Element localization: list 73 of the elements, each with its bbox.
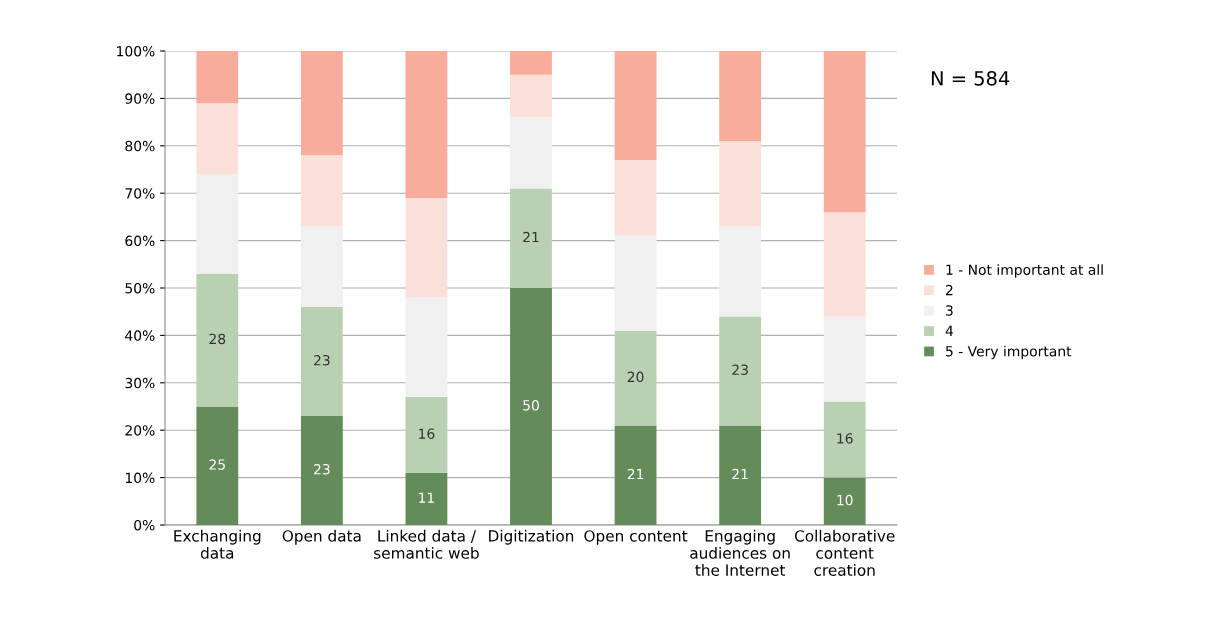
bar — [405, 297, 448, 398]
x-tick-label: Open data — [282, 529, 361, 545]
y-tick-label: 40% — [125, 330, 155, 341]
bar — [300, 51, 343, 156]
data-label: 50 — [523, 400, 539, 411]
bar — [300, 306, 343, 416]
data-label: 21 — [523, 231, 539, 243]
x-tick-label: Collaborative content creation — [794, 529, 895, 576]
y-tick-label: 20% — [125, 425, 155, 436]
bar — [823, 316, 866, 402]
x-tick-label: Exchanging data — [174, 529, 261, 559]
bar — [196, 51, 239, 104]
text: N = 584 — [931, 70, 1010, 86]
y-tick-label: 80% — [125, 140, 155, 152]
data-label: 25 — [209, 459, 225, 470]
bar — [719, 141, 762, 227]
y-tick-label: 10% — [125, 472, 155, 484]
x-tick-label: Open content — [584, 530, 688, 545]
bar — [300, 155, 343, 227]
y-tick-label: 60% — [125, 235, 155, 247]
bar — [300, 415, 343, 525]
bar — [405, 397, 448, 473]
bar — [196, 273, 239, 407]
bar — [823, 401, 866, 478]
data-label: 16 — [419, 428, 435, 439]
y-tick-label: 90% — [125, 93, 155, 104]
data-label: 23 — [314, 354, 330, 366]
bar — [823, 477, 866, 525]
y-tick-label: 100% — [117, 45, 155, 57]
data-label: 16 — [837, 433, 853, 444]
data-label: 11 — [419, 492, 434, 503]
bar — [196, 103, 239, 175]
bar — [510, 288, 552, 525]
data-label: 10 — [837, 494, 853, 506]
bar — [405, 197, 448, 298]
legend-label: 4 — [945, 325, 954, 336]
y-tick-label: 0% — [134, 519, 155, 531]
bar — [510, 74, 552, 118]
bar — [300, 226, 343, 307]
bar — [510, 117, 552, 189]
bar — [196, 406, 239, 525]
bar — [614, 235, 657, 331]
bar — [719, 425, 762, 525]
y-tick-label: 50% — [125, 282, 155, 294]
bar — [823, 212, 866, 317]
bar — [719, 226, 762, 317]
x-tick-label: Linked data / semantic web — [374, 529, 479, 559]
bar — [405, 472, 448, 525]
data-label: 23 — [732, 364, 748, 375]
bar — [719, 51, 762, 142]
data-label: 20 — [627, 371, 644, 383]
bar — [405, 51, 448, 198]
bar — [510, 51, 552, 75]
data-label: 21 — [627, 468, 644, 480]
bar — [614, 51, 657, 161]
legend-label: 3 — [946, 305, 953, 316]
bar — [196, 174, 239, 274]
legend-label: 1 - Not important at all — [946, 264, 1103, 278]
legend-label: 2 — [945, 284, 953, 296]
bar — [719, 316, 762, 426]
bar — [614, 425, 657, 525]
x-tick-label: Digitization — [489, 529, 574, 545]
data-label: 23 — [314, 464, 330, 475]
bar — [823, 51, 866, 213]
y-tick-label: 70% — [125, 188, 155, 199]
data-label: 28 — [209, 333, 226, 345]
legend-label: 5 - Very important — [946, 345, 1072, 360]
x-tick-label: Engaging audiences on the Internet — [690, 529, 790, 576]
bar — [614, 330, 657, 426]
bar — [510, 188, 552, 288]
y-tick-label: 30% — [125, 377, 155, 389]
data-label: 21 — [732, 468, 748, 480]
bar — [614, 160, 657, 236]
